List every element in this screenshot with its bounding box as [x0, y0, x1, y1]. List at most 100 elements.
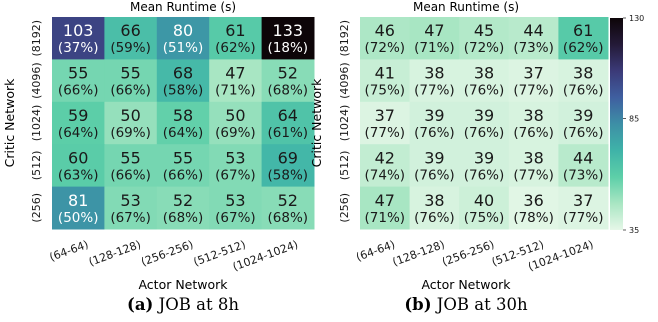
- heatmap-cell: [409, 186, 460, 230]
- cell-value-label: 61: [573, 21, 593, 40]
- cell-percent-label: (63%): [58, 167, 99, 183]
- cell-value-label: 44: [523, 21, 543, 40]
- heatmap-cell: [558, 101, 609, 145]
- cell-percent-label: (58%): [268, 167, 309, 183]
- cell-percent-label: (73%): [513, 40, 554, 56]
- cell-value-label: 52: [278, 191, 298, 210]
- x-tick-label: (128-128): [87, 238, 143, 269]
- heatmap-cell: [261, 186, 315, 230]
- cell-percent-label: (76%): [464, 125, 505, 141]
- heatmap-title: Mean Runtime (s): [413, 0, 519, 14]
- y-tick-label: (1024): [338, 105, 351, 142]
- cell-value-label: 50: [120, 106, 140, 125]
- y-tick-label: (8192): [30, 20, 43, 57]
- cell-value-label: 80: [173, 21, 193, 40]
- x-tick-label: (256-256): [139, 238, 195, 269]
- cell-percent-label: (77%): [513, 167, 554, 183]
- cell-percent-label: (61%): [268, 125, 309, 141]
- cell-value-label: 58: [173, 106, 193, 125]
- heatmap-cell: [52, 186, 105, 230]
- heatmap-cell: [52, 59, 105, 103]
- cell-value-label: 37: [523, 64, 543, 83]
- heatmap-cell: [52, 101, 105, 145]
- colorbar-gradient: [610, 18, 623, 230]
- heatmap-cell: [104, 17, 158, 60]
- cell-percent-label: (50%): [58, 210, 99, 226]
- cell-value-label: 44: [573, 148, 593, 167]
- heatmap-cell: [104, 101, 158, 145]
- cell-value-label: 37: [573, 191, 593, 210]
- heatmap-cells: 46(72%)47(71%)45(72%)44(73%)61(62%)41(75…: [360, 17, 609, 230]
- cell-value-label: 38: [424, 191, 444, 210]
- cell-value-label: 52: [278, 64, 298, 83]
- y-tick-label: (8192): [338, 20, 351, 57]
- colorbar-ticks: 130 85 35: [623, 14, 644, 235]
- cell-value-label: 40: [474, 191, 494, 210]
- cell-value-label: 39: [474, 106, 494, 125]
- colorbar: 130 85 35: [610, 14, 644, 235]
- colorbar-tick-label: 130: [629, 14, 644, 23]
- cell-percent-label: (62%): [215, 40, 256, 56]
- x-axis-label: Actor Network: [421, 277, 511, 292]
- heatmap-cell: [360, 59, 411, 103]
- heatmap-cell: [104, 144, 158, 188]
- heatmap-cell: [508, 17, 559, 60]
- heatmap-cell: [156, 17, 210, 60]
- y-axis-label: Critic Network: [2, 78, 17, 168]
- y-tick-label: (256): [338, 193, 351, 223]
- cell-percent-label: (75%): [365, 83, 406, 99]
- cell-percent-label: (73%): [563, 167, 604, 183]
- cell-percent-label: (59%): [110, 40, 151, 56]
- heatmap-cells: 103(37%)66(59%)80(51%)61(62%)133(18%)55(…: [52, 17, 315, 230]
- heatmap-cell: [360, 144, 411, 188]
- cell-percent-label: (77%): [365, 125, 406, 141]
- cell-percent-label: (67%): [215, 210, 256, 226]
- cell-value-label: 68: [173, 64, 193, 83]
- y-axis-label: Critic Network: [309, 78, 324, 168]
- cell-percent-label: (76%): [563, 125, 604, 141]
- cell-value-label: 55: [120, 64, 140, 83]
- cell-value-label: 39: [424, 148, 444, 167]
- cell-value-label: 46: [375, 21, 395, 40]
- cell-value-label: 50: [225, 106, 245, 125]
- caption-label: (b): [404, 295, 431, 314]
- y-tick-labels: (8192) (4096) (1024) (512) (256): [338, 20, 351, 223]
- cell-value-label: 60: [68, 148, 88, 167]
- x-tick-labels: (64-64)(128-128)(256-256)(512-512)(1024-…: [48, 238, 300, 274]
- cell-percent-label: (77%): [563, 210, 604, 226]
- cell-percent-label: (77%): [513, 83, 554, 99]
- cell-value-label: 59: [68, 106, 88, 125]
- cell-percent-label: (18%): [268, 40, 309, 56]
- cell-percent-label: (67%): [215, 167, 256, 183]
- heatmap-cell: [209, 59, 263, 103]
- cell-value-label: 36: [523, 191, 543, 210]
- y-tick-label: (256): [30, 193, 43, 223]
- cell-value-label: 39: [424, 106, 444, 125]
- heatmap-cell: [558, 186, 609, 230]
- cell-value-label: 64: [278, 106, 298, 125]
- colorbar-tick-label: 85: [629, 114, 639, 123]
- cell-percent-label: (62%): [563, 40, 604, 56]
- cell-percent-label: (72%): [464, 40, 505, 56]
- heatmap-cell: [209, 186, 263, 230]
- heatmap-cell: [360, 101, 411, 145]
- heatmap-cell: [261, 17, 315, 60]
- heatmap-cell: [558, 17, 609, 60]
- cell-value-label: 53: [120, 191, 140, 210]
- cell-value-label: 47: [225, 64, 245, 83]
- heatmap-cell: [52, 17, 105, 60]
- cell-value-label: 39: [573, 106, 593, 125]
- heatmap-panel-job-30h: Mean Runtime (s) 46(72%)47(71%)45(72%)44…: [309, 0, 609, 314]
- heatmap-cell: [409, 17, 460, 60]
- heatmap-cell: [558, 144, 609, 188]
- caption: (b) JOB at 30h: [404, 295, 528, 314]
- heatmap-cell: [52, 144, 105, 188]
- x-tick-label: (64-64): [354, 238, 397, 264]
- heatmap-cell: [558, 59, 609, 103]
- cell-percent-label: (75%): [464, 210, 505, 226]
- cell-percent-label: (74%): [365, 167, 406, 183]
- cell-value-label: 55: [173, 148, 193, 167]
- cell-value-label: 81: [68, 191, 88, 210]
- caption-label: (a): [127, 295, 153, 314]
- heatmap-panel-job-8h: Mean Runtime (s) 103(37%) 66(59%) 80(51%) 6…: [2, 0, 315, 314]
